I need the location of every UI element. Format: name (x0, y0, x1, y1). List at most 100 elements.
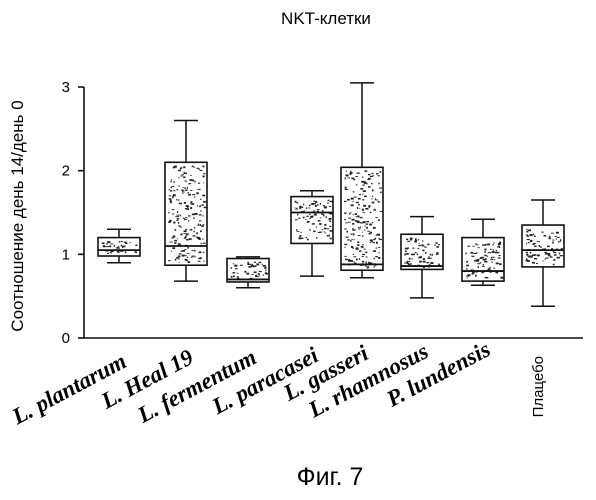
speck (351, 239, 353, 240)
speck (311, 203, 315, 205)
box-texture (294, 199, 333, 241)
speck (168, 195, 172, 197)
speck (544, 258, 546, 260)
speck (322, 210, 324, 212)
speck (177, 222, 180, 224)
speck (404, 262, 408, 264)
speck (177, 211, 179, 213)
speck (196, 192, 199, 195)
speck (176, 199, 178, 201)
speck (552, 241, 554, 244)
speck (477, 247, 480, 249)
speck (329, 237, 332, 240)
speck (375, 247, 378, 249)
speck (122, 246, 124, 249)
speck (325, 232, 327, 234)
speck (372, 242, 375, 244)
speck (538, 245, 541, 247)
speck (361, 256, 364, 257)
speck (350, 204, 354, 207)
speck (198, 251, 202, 254)
speck (377, 201, 380, 202)
speck (178, 225, 181, 227)
speck (179, 253, 182, 255)
speck (232, 263, 235, 265)
speck (191, 250, 194, 251)
speck (484, 244, 487, 246)
speck (185, 205, 188, 207)
speck (536, 241, 540, 242)
speck (526, 235, 530, 237)
speck (357, 221, 360, 224)
speck (365, 251, 368, 254)
speck (239, 264, 243, 266)
speck (186, 208, 189, 210)
speck (423, 266, 425, 268)
speck (129, 242, 131, 244)
y-tick-label: 2 (62, 163, 70, 180)
speck (365, 265, 367, 267)
speck (181, 254, 185, 257)
speck (346, 230, 348, 233)
speck (361, 208, 364, 211)
speck (258, 274, 260, 276)
speck (431, 253, 433, 256)
speck (326, 235, 329, 237)
speck (351, 177, 355, 180)
speck (426, 262, 430, 264)
speck (368, 174, 371, 176)
speck (345, 236, 349, 238)
speck (487, 252, 491, 254)
speck (316, 209, 320, 211)
speck (486, 255, 489, 257)
speck (350, 239, 352, 242)
speck (366, 220, 369, 223)
speck (479, 257, 483, 259)
speck (194, 255, 196, 258)
speck (120, 250, 124, 252)
speck (182, 192, 184, 195)
speck (185, 260, 189, 262)
speck (190, 203, 194, 205)
y-tick-label: 0 (62, 330, 70, 347)
speck (541, 231, 544, 233)
speck (344, 228, 347, 230)
speck (378, 219, 380, 221)
speck (500, 276, 504, 279)
speck (406, 238, 409, 241)
speck (169, 199, 172, 202)
speck (529, 255, 531, 257)
speck (345, 258, 349, 261)
speck (371, 198, 373, 200)
speck (192, 235, 196, 237)
speck (347, 177, 351, 179)
speck (473, 252, 477, 254)
speck (482, 264, 484, 266)
speck (313, 203, 317, 205)
speck (357, 207, 359, 209)
speck (356, 172, 360, 174)
speck (490, 256, 493, 259)
speck (314, 205, 317, 207)
speck (352, 214, 354, 216)
speck (352, 253, 354, 255)
speck (177, 199, 180, 201)
speck (369, 211, 372, 214)
speck (124, 241, 127, 243)
speck (410, 238, 413, 241)
speck (135, 244, 138, 246)
speck (253, 265, 257, 267)
speck (551, 248, 554, 251)
chart-title: NKT-клетки (281, 9, 371, 28)
speck (344, 177, 346, 180)
speck (323, 206, 327, 209)
speck (533, 235, 536, 238)
speck (471, 273, 474, 275)
speck (187, 256, 189, 258)
speck (264, 267, 267, 269)
speck (552, 263, 555, 266)
speck (171, 209, 175, 211)
speck (105, 243, 108, 245)
speck (420, 260, 422, 263)
